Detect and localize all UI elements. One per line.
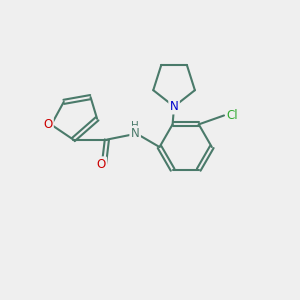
Text: O: O (96, 158, 106, 171)
Text: Cl: Cl (226, 109, 238, 122)
Text: N: N (170, 100, 178, 113)
Text: H: H (131, 121, 139, 131)
Text: O: O (43, 118, 52, 131)
Text: N: N (131, 127, 140, 140)
